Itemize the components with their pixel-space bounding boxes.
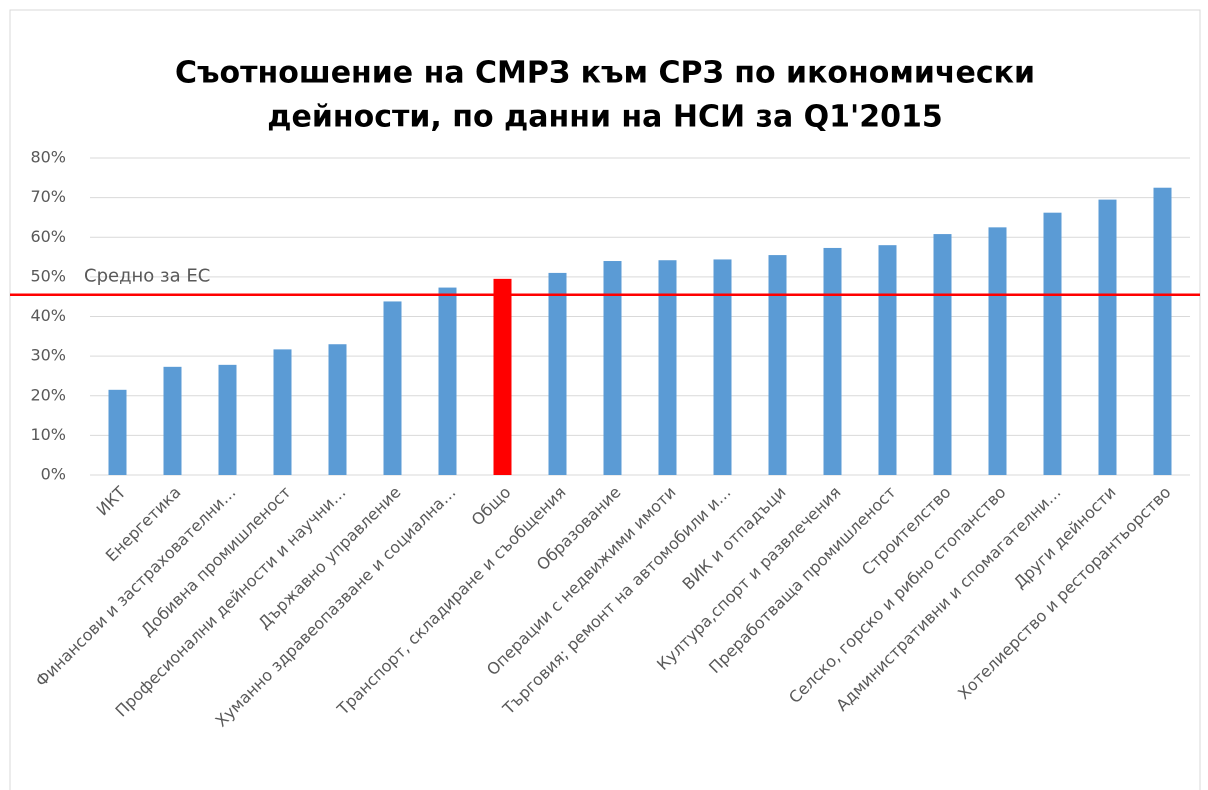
y-tick-label: 70% xyxy=(30,187,66,206)
bar xyxy=(878,245,897,475)
bar xyxy=(823,247,842,475)
y-tick-label: 30% xyxy=(30,346,66,365)
y-tick-label: 10% xyxy=(30,425,66,444)
bar xyxy=(933,234,952,475)
bar xyxy=(1043,212,1062,475)
bar xyxy=(273,349,292,475)
y-tick-label: 0% xyxy=(41,465,66,484)
bar xyxy=(988,227,1007,475)
bar xyxy=(218,364,237,475)
bar xyxy=(548,272,567,475)
y-tick-label: 40% xyxy=(30,306,66,325)
bar xyxy=(328,344,347,475)
y-tick-label: 60% xyxy=(30,227,66,246)
bar xyxy=(713,259,732,475)
bar xyxy=(163,366,182,475)
bar xyxy=(603,261,622,475)
chart-title: Съотношение на СМРЗ към СРЗ по икономиче… xyxy=(175,56,1035,91)
bar xyxy=(438,287,457,475)
bar xyxy=(383,301,402,475)
reference-label: Средно за ЕС xyxy=(84,266,210,287)
y-tick-label: 50% xyxy=(30,266,66,285)
bar xyxy=(108,389,127,475)
bar xyxy=(768,255,787,475)
bar xyxy=(1098,199,1117,475)
bar xyxy=(658,260,677,475)
y-tick-label: 20% xyxy=(30,385,66,404)
bar xyxy=(493,278,512,475)
y-tick-label: 80% xyxy=(30,148,66,167)
chart-title: дейности, по данни на НСИ за Q1'2015 xyxy=(267,100,942,135)
bar xyxy=(1153,187,1172,475)
